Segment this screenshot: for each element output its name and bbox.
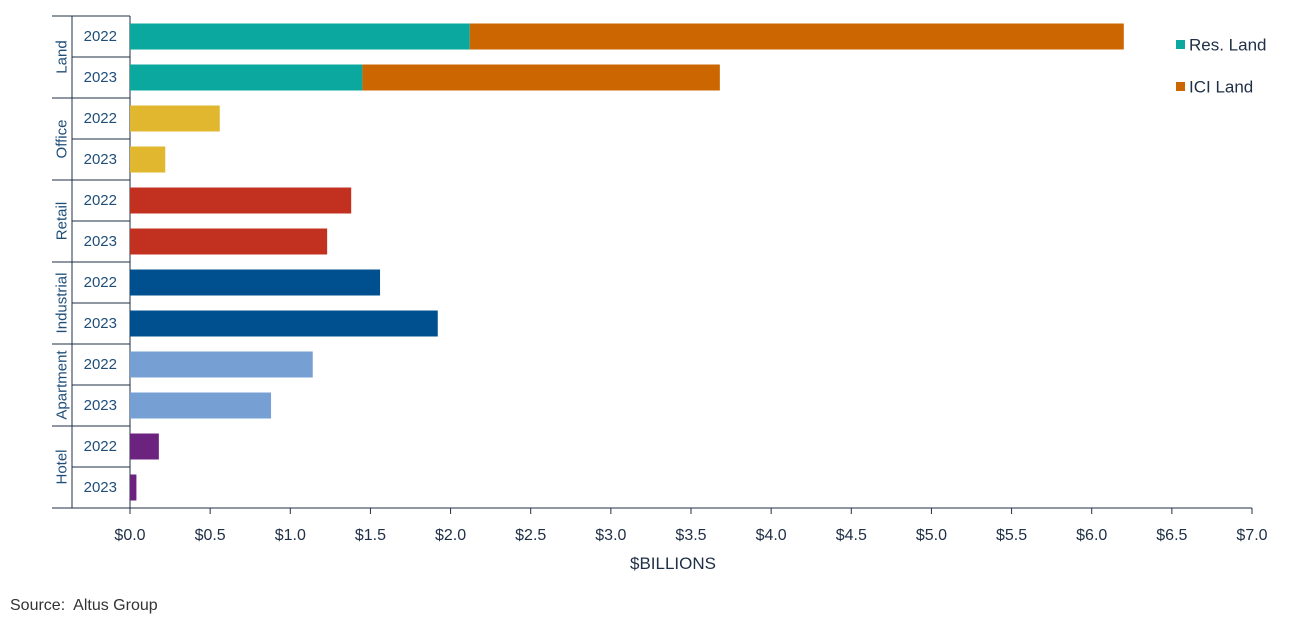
x-tick-label: $6.0 [1076, 527, 1107, 544]
stacked-bar-chart: Land 2022 2023 Office 2022 2023 Retail 2022 2023… [52, 15, 1268, 573]
year-label: 2023 [84, 233, 117, 250]
x-axis-title: $BILLIONS [630, 554, 716, 573]
year-label: 2022 [84, 110, 117, 127]
group-label-retail: Retail [54, 202, 71, 240]
bar-retail-2022-retail [130, 187, 352, 214]
category-axis-lines [52, 15, 131, 508]
bar-industrial-2022-industrial [130, 269, 381, 296]
year-label: 2022 [84, 356, 117, 373]
bar-land-2023-res-land [130, 64, 363, 91]
x-tick-label: $3.5 [675, 527, 706, 544]
year-label: 2022 [84, 28, 117, 45]
legend-swatch-ici-land [1176, 82, 1185, 91]
x-tick-label: $4.5 [836, 527, 867, 544]
year-label: 2022 [84, 192, 117, 209]
year-label: 2023 [84, 397, 117, 414]
group-label-industrial: Industrial [54, 273, 71, 334]
year-label: 2023 [84, 479, 117, 496]
x-tick-label: $6.5 [1156, 527, 1187, 544]
x-tick-label: $3.0 [595, 527, 626, 544]
source-note: Source: Altus Group [10, 597, 158, 614]
year-label: 2023 [84, 151, 117, 168]
x-tick-label: $4.0 [756, 527, 787, 544]
bar-office-2023-office [130, 146, 166, 173]
x-tick-label: $2.5 [515, 527, 546, 544]
legend: Res. Land ICI Land [1176, 36, 1267, 97]
category-labels: Land 2022 2023 Office 2022 2023 Retail 2022 2023… [54, 28, 118, 496]
bar-retail-2023-retail [130, 228, 328, 255]
group-label-hotel: Hotel [54, 449, 71, 484]
legend-label: Res. Land [1189, 36, 1267, 55]
year-label: 2023 [84, 69, 117, 86]
bar-hotel-2023-hotel [130, 474, 137, 501]
x-tick-label: $1.5 [355, 527, 386, 544]
bar-industrial-2023-industrial [130, 310, 438, 337]
group-label-land: Land [54, 40, 71, 73]
x-tick-label: $0.5 [195, 527, 226, 544]
x-tick-label: $5.5 [996, 527, 1027, 544]
x-tick-label: $5.0 [916, 527, 947, 544]
x-tick-label: $2.0 [435, 527, 466, 544]
year-label: 2022 [84, 274, 117, 291]
year-label: 2022 [84, 438, 117, 455]
x-tick-label: $0.0 [114, 527, 145, 544]
bars [130, 23, 1124, 501]
bar-land-2022-ici-land [469, 23, 1124, 50]
x-axis: $0.0 $0.5 $1.0 $1.5 $2.0 $2.5 $3.0 $3.5 $4.0 $4.5… [52, 507, 1268, 544]
bar-office-2022-office [130, 105, 220, 132]
bar-apartment-2023-apartment [130, 392, 272, 419]
group-label-office: Office [54, 120, 71, 159]
group-label-apartment: Apartment [54, 350, 71, 420]
bar-land-2023-ici-land [362, 64, 720, 91]
year-label: 2023 [84, 315, 117, 332]
bar-hotel-2022-hotel [130, 433, 159, 460]
x-tick-label: $1.0 [275, 527, 306, 544]
legend-swatch-res-land [1176, 40, 1185, 49]
legend-label: ICI Land [1189, 78, 1253, 97]
bar-land-2022-res-land [130, 23, 470, 50]
x-tick-label: $7.0 [1236, 527, 1267, 544]
bar-apartment-2022-apartment [130, 351, 313, 378]
